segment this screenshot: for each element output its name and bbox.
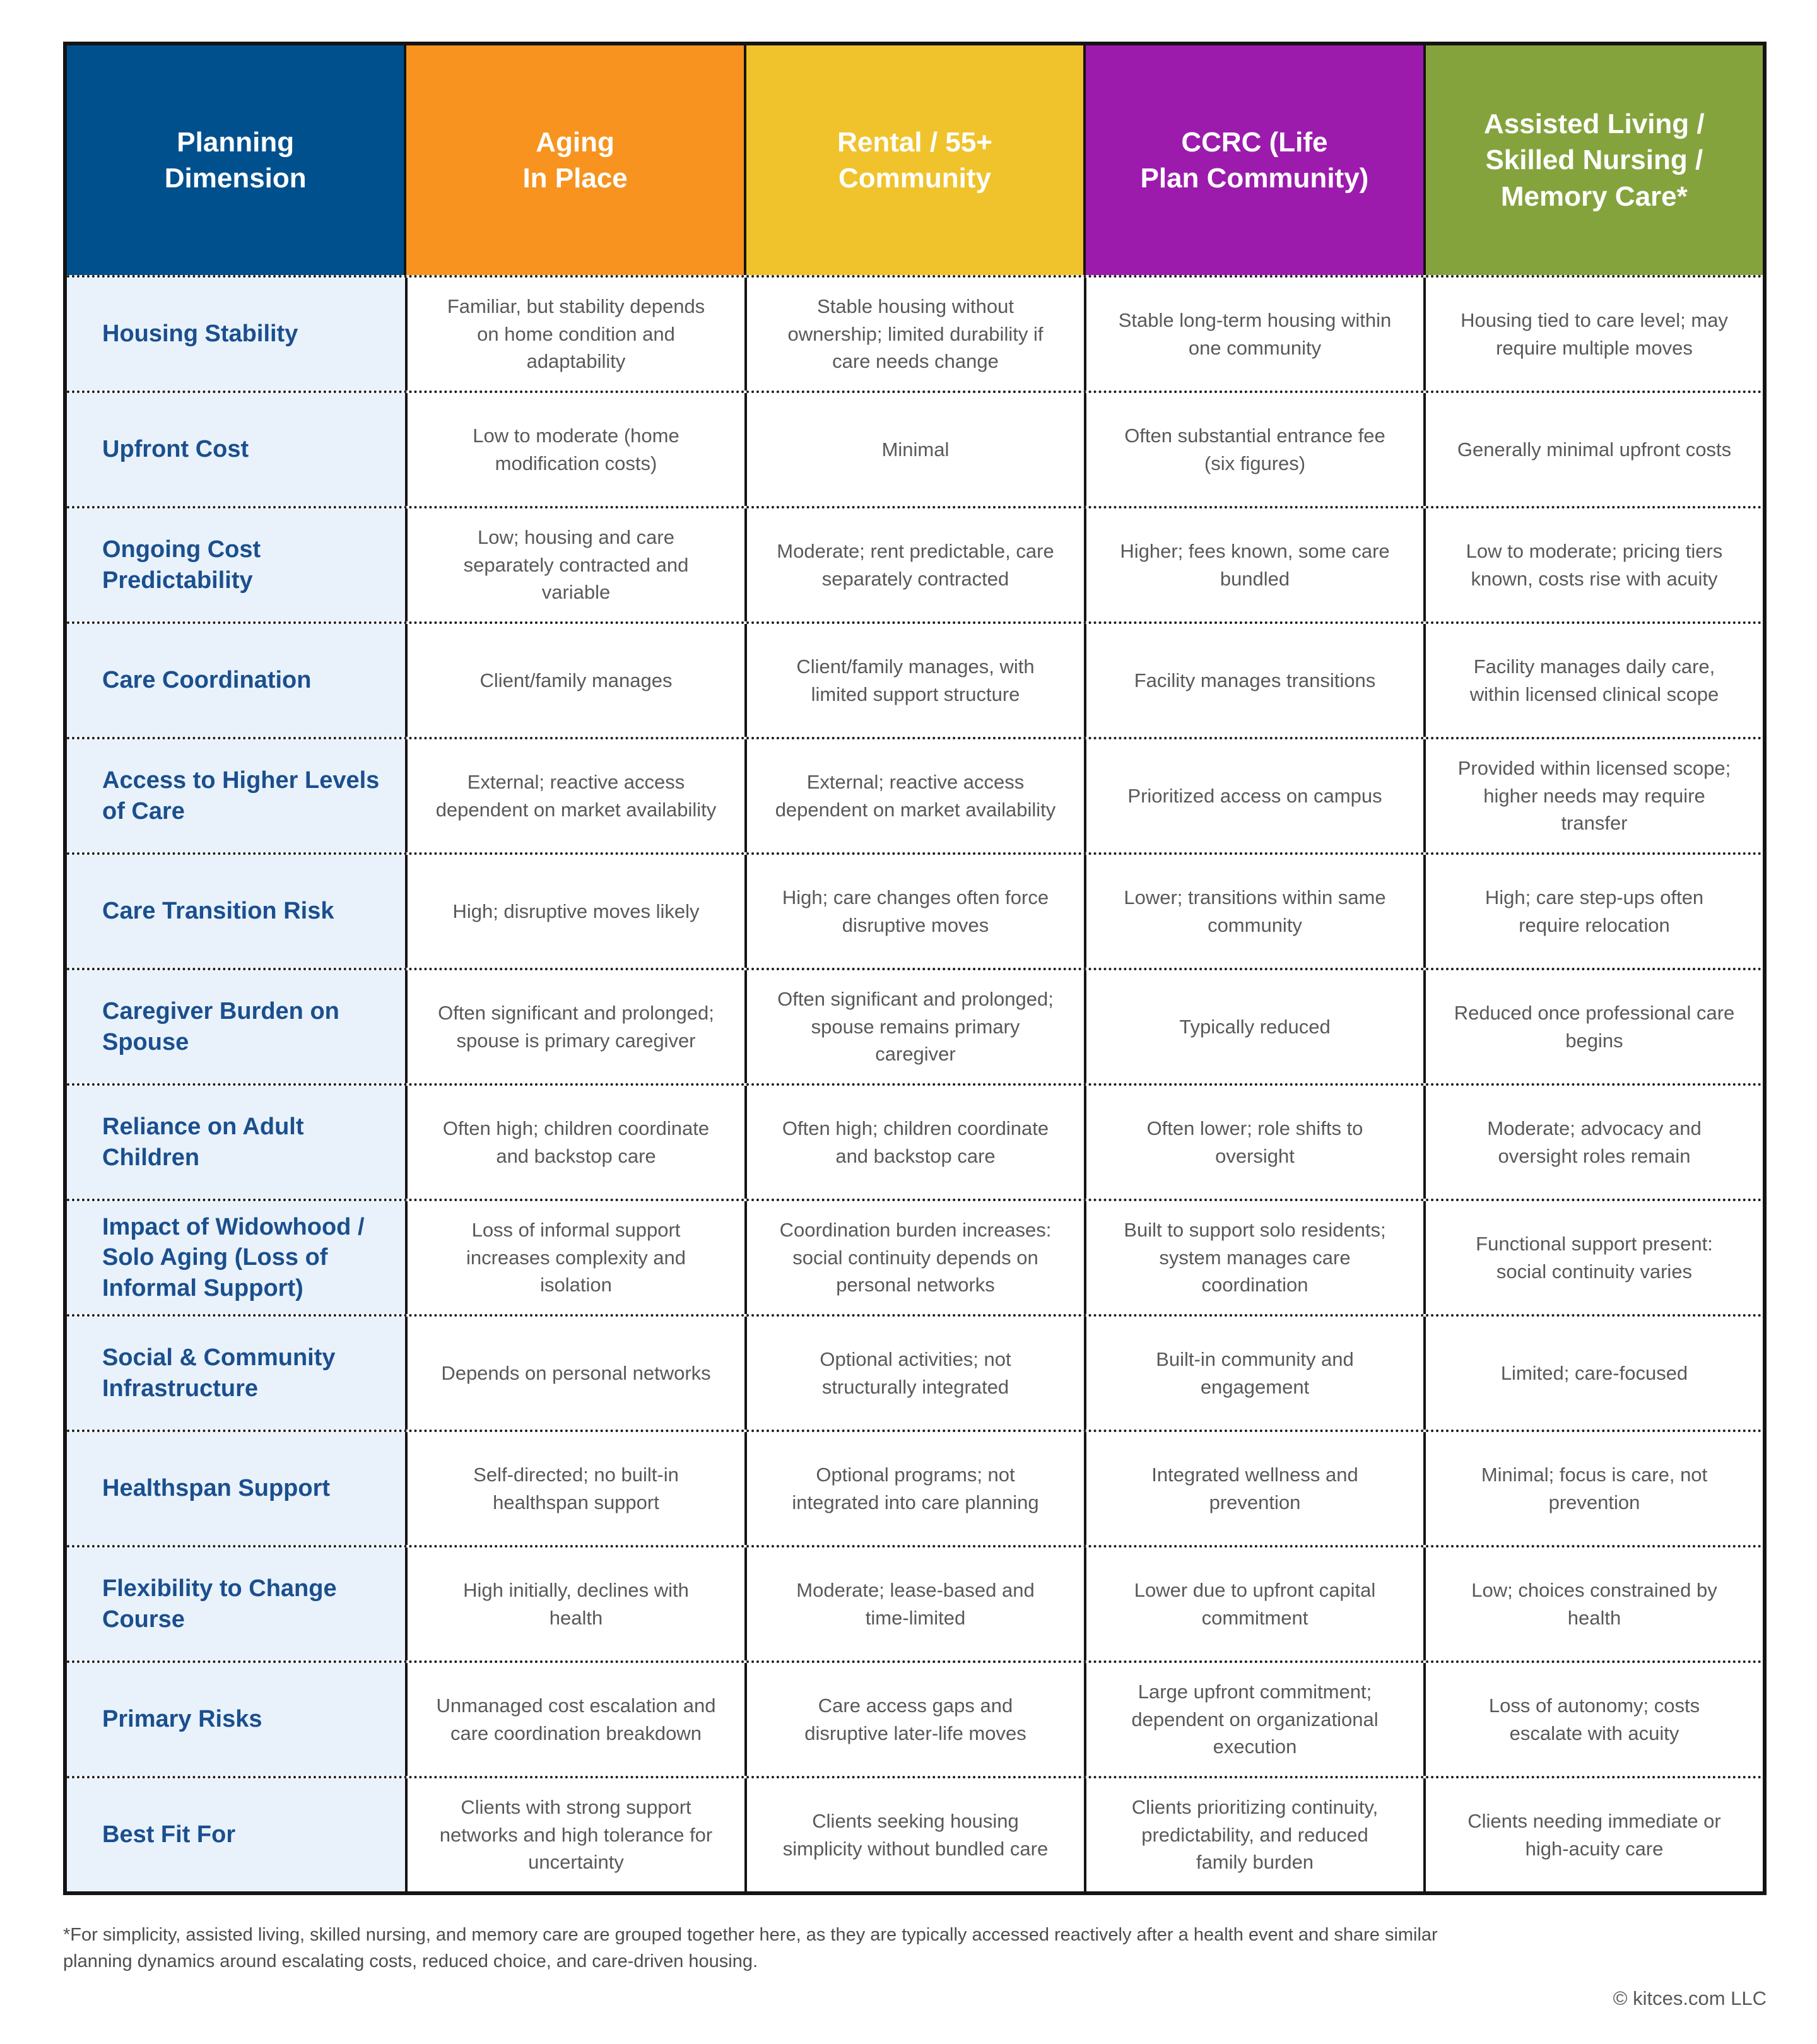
column-header-label: Aging In Place — [522, 126, 628, 194]
table-row: Best Fit For Clients with strong support … — [67, 1776, 1763, 1891]
table-cell: Client/family manages, with limited supp… — [744, 624, 1084, 737]
table-row: Caregiver Burden on Spouse Often signific… — [67, 968, 1763, 1083]
table-cell: High; disruptive moves likely — [405, 855, 744, 968]
table-cell: Clients seeking housing simplicity witho… — [744, 1778, 1084, 1891]
table-cell: Familiar, but stability depends on home … — [405, 278, 744, 391]
column-header-ccrc-life-plan-community: CCRC (Life Plan Community) — [1083, 45, 1423, 275]
table-cell: Typically reduced — [1084, 970, 1423, 1083]
dimension-label: Healthspan Support — [67, 1432, 405, 1545]
dimension-label: Housing Stability — [67, 278, 405, 391]
table-cell: Often high; children coordinate and back… — [744, 1086, 1084, 1199]
table-cell: Prioritized access on campus — [1084, 739, 1423, 852]
dimension-label: Care Coordination — [67, 624, 405, 737]
table-cell: Housing tied to care level; may require … — [1423, 278, 1763, 391]
column-header-label: Rental / 55+ Community — [837, 126, 992, 194]
dimension-label: Primary Risks — [67, 1663, 405, 1776]
table-cell: Lower due to upfront capital commitment — [1084, 1548, 1423, 1660]
table-cell: Limited; care-focused — [1423, 1317, 1763, 1430]
table-cell: Self-directed; no built-in healthspan su… — [405, 1432, 744, 1545]
table-row: Access to Higher Levels of Care External;… — [67, 737, 1763, 852]
table-cell: Often significant and prolonged; spouse … — [405, 970, 744, 1083]
table-cell: Loss of autonomy; costs escalate with ac… — [1423, 1663, 1763, 1776]
dimension-label: Impact of Widowhood / Solo Aging (Loss o… — [67, 1201, 405, 1314]
table-row: Primary Risks Unmanaged cost escalation a… — [67, 1660, 1763, 1776]
table-cell: External; reactive access dependent on m… — [744, 739, 1084, 852]
table-cell: Coordination burden increases: social co… — [744, 1201, 1084, 1314]
comparison-table: Planning Dimension Aging In Place Rental /… — [63, 42, 1767, 1895]
table-cell: High; care step-ups often require reloca… — [1423, 855, 1763, 968]
table-row: Care Transition Risk High; disruptive mov… — [67, 852, 1763, 968]
table-cell: High; care changes often force disruptiv… — [744, 855, 1084, 968]
dimension-label: Ongoing Cost Predictability — [67, 508, 405, 621]
table-cell: Built to support solo residents; system … — [1084, 1201, 1423, 1314]
table-cell: Often substantial entrance fee (six figu… — [1084, 393, 1423, 506]
table-cell: Higher; fees known, some care bundled — [1084, 508, 1423, 621]
dimension-label: Reliance on Adult Children — [67, 1086, 405, 1199]
table-cell: Often significant and prolonged; spouse … — [744, 970, 1084, 1083]
table-cell: Clients with strong support networks and… — [405, 1778, 744, 1891]
table-cell: Stable long-term housing within one comm… — [1084, 278, 1423, 391]
table-cell: Loss of informal support increases compl… — [405, 1201, 744, 1314]
table-cell: Clients needing immediate or high-acuity… — [1423, 1778, 1763, 1891]
copyright: © kitces.com LLC — [1613, 1987, 1767, 2009]
table-cell: Care access gaps and disruptive later-li… — [744, 1663, 1084, 1776]
table-row: Housing Stability Familiar, but stability… — [67, 275, 1763, 391]
table-cell: Optional activities; not structurally in… — [744, 1317, 1084, 1430]
table-cell: Functional support present: social conti… — [1423, 1201, 1763, 1314]
table-cell: Large upfront commitment; dependent on o… — [1084, 1663, 1423, 1776]
column-header-label: Assisted Living / Skilled Nursing / Memo… — [1484, 109, 1705, 212]
table-cell: Depends on personal networks — [405, 1317, 744, 1430]
table-row: Reliance on Adult Children Often high; ch… — [67, 1083, 1763, 1199]
table-row: Upfront Cost Low to moderate (home modifi… — [67, 391, 1763, 506]
table-row: Impact of Widowhood / Solo Aging (Loss o… — [67, 1199, 1763, 1314]
column-header-rental-55-community: Rental / 55+ Community — [743, 45, 1084, 275]
dimension-label: Flexibility to Change Course — [67, 1548, 405, 1660]
table-cell: Moderate; lease-based and time-limited — [744, 1548, 1084, 1660]
table-cell: Moderate; rent predictable, care separat… — [744, 508, 1084, 621]
table-cell: Integrated wellness and prevention — [1084, 1432, 1423, 1545]
table-cell: Minimal — [744, 393, 1084, 506]
table-cell: Moderate; advocacy and oversight roles r… — [1423, 1086, 1763, 1199]
table-cell: Low to moderate; pricing tiers known, co… — [1423, 508, 1763, 621]
table-cell: Low to moderate (home modification costs… — [405, 393, 744, 506]
table-cell: High initially, declines with health — [405, 1548, 744, 1660]
table-cell: Clients prioritizing continuity, predict… — [1084, 1778, 1423, 1891]
table-cell: External; reactive access dependent on m… — [405, 739, 744, 852]
column-header-label: Planning Dimension — [164, 126, 307, 194]
table-cell: Optional programs; not integrated into c… — [744, 1432, 1084, 1545]
table-row: Ongoing Cost Predictability Low; housing … — [67, 506, 1763, 621]
table-cell: Often high; children coordinate and back… — [405, 1086, 744, 1199]
dimension-label: Social & Community Infrastructure — [67, 1317, 405, 1430]
table-cell: Facility manages daily care, within lice… — [1423, 624, 1763, 737]
table-row: Healthspan Support Self-directed; no buil… — [67, 1430, 1763, 1545]
table-body: Housing Stability Familiar, but stability… — [67, 275, 1763, 1891]
dimension-label: Caregiver Burden on Spouse — [67, 970, 405, 1083]
table-cell: Reduced once professional care begins — [1423, 970, 1763, 1083]
table-cell: Client/family manages — [405, 624, 744, 737]
column-header-label: CCRC (Life Plan Community) — [1140, 126, 1369, 194]
dimension-label: Care Transition Risk — [67, 855, 405, 968]
table-cell: Often lower; role shifts to oversight — [1084, 1086, 1423, 1199]
table-row: Care Coordination Client/family manages Cl… — [67, 621, 1763, 737]
table-cell: Unmanaged cost escalation and care coord… — [405, 1663, 744, 1776]
table-cell: Generally minimal upfront costs — [1423, 393, 1763, 506]
column-header-planning-dimension: Planning Dimension — [67, 45, 404, 275]
dimension-label: Access to Higher Levels of Care — [67, 739, 405, 852]
table-header-row: Planning Dimension Aging In Place Rental /… — [67, 45, 1763, 275]
table-row: Flexibility to Change Course High initial… — [67, 1545, 1763, 1660]
footnote: *For simplicity, assisted living, skille… — [63, 1925, 1438, 1972]
table-cell: Low; housing and care separately contrac… — [405, 508, 744, 621]
table-cell: Facility manages transitions — [1084, 624, 1423, 737]
table-cell: Stable housing without ownership; limite… — [744, 278, 1084, 391]
table-cell: Lower; transitions within same community — [1084, 855, 1423, 968]
table-cell: Built-in community and engagement — [1084, 1317, 1423, 1430]
table-row: Social & Community Infrastructure Depends… — [67, 1314, 1763, 1430]
column-header-aging-in-place: Aging In Place — [404, 45, 744, 275]
dimension-label: Best Fit For — [67, 1778, 405, 1891]
table-cell: Low; choices constrained by health — [1423, 1548, 1763, 1660]
table-cell: Provided within licensed scope; higher n… — [1423, 739, 1763, 852]
table-cell: Minimal; focus is care, not prevention — [1423, 1432, 1763, 1545]
column-header-assisted-living-skilled-nursing-memory-care: Assisted Living / Skilled Nursing / Memo… — [1423, 45, 1763, 275]
dimension-label: Upfront Cost — [67, 393, 405, 506]
